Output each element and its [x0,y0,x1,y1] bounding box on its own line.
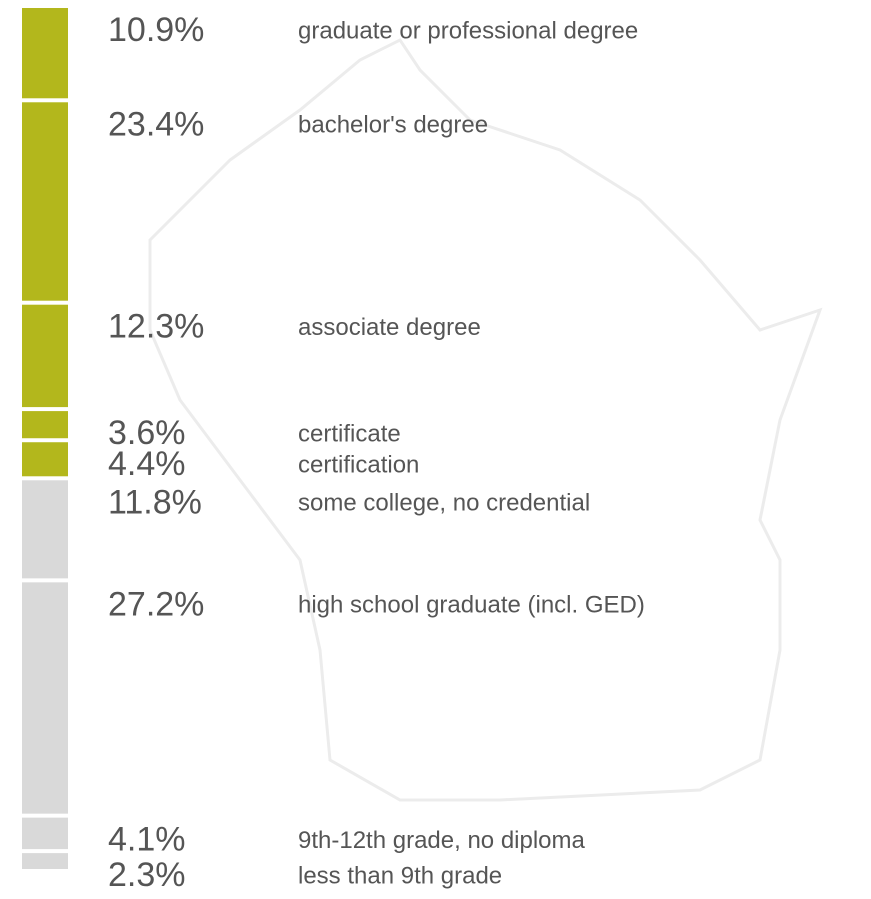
bar-segment [22,304,68,408]
value-label: 3.6% [108,414,186,452]
category-label: certification [298,452,419,479]
value-label: 2.3% [108,856,186,894]
category-label: less than 9th grade [298,862,502,889]
category-label: 9th-12th grade, no diploma [298,827,586,854]
value-label: 4.4% [108,445,186,483]
value-label: 23.4% [108,105,204,143]
value-label: 12.3% [108,308,204,346]
bar-segment [22,102,68,301]
category-label: some college, no credential [298,490,590,517]
bar-segment [22,442,68,477]
category-label: certificate [298,420,401,447]
bar-segment [22,582,68,814]
bar-segment [22,411,68,439]
bar-segment [22,817,68,850]
bar-segment [22,853,68,869]
value-label: 27.2% [108,585,204,623]
value-label: 10.9% [108,11,204,49]
category-label: high school graduate (incl. GED) [298,592,645,619]
category-label: associate degree [298,314,481,341]
category-label: graduate or professional degree [298,17,638,44]
bar-segment [22,8,68,99]
bar-segment [22,480,68,579]
value-label: 11.8% [108,483,202,521]
category-label: bachelor's degree [298,112,488,139]
state-outline [148,38,823,802]
value-label: 4.1% [108,821,186,859]
